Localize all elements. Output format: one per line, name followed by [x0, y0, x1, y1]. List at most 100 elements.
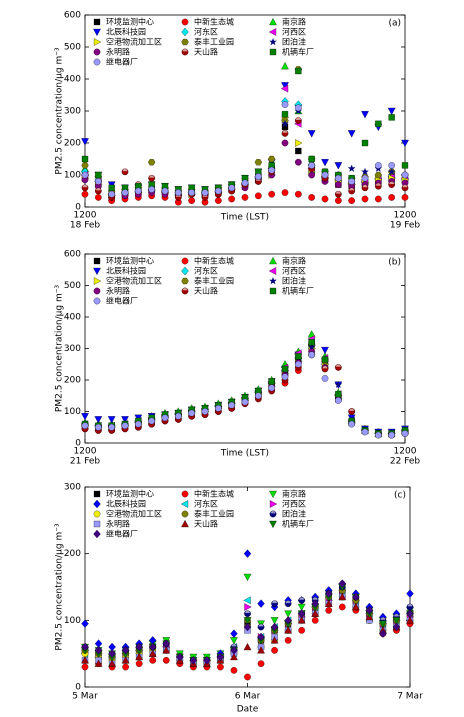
y-tick-label: 200 — [64, 139, 81, 149]
marker-highlight — [380, 617, 386, 620]
marker — [281, 111, 289, 118]
marker — [311, 599, 319, 608]
marker — [216, 652, 225, 662]
y-tick-label: 100 — [64, 407, 81, 417]
marker — [401, 171, 409, 179]
marker — [297, 609, 306, 618]
legend-marker — [269, 287, 277, 295]
marker — [243, 573, 252, 582]
marker — [94, 423, 102, 431]
marker — [94, 659, 103, 667]
marker — [255, 387, 262, 395]
marker — [321, 346, 329, 355]
marker — [308, 194, 316, 201]
marker — [406, 609, 414, 618]
marker — [307, 342, 316, 351]
marker-highlight — [407, 604, 413, 607]
y-tick-label: 600 — [64, 11, 81, 21]
marker — [388, 114, 395, 121]
legend-label: 北辰科技园 — [106, 27, 146, 37]
marker — [257, 660, 265, 667]
marker — [295, 139, 303, 147]
marker-highlight — [285, 600, 291, 604]
legend-label: 空港物流加工区 — [106, 276, 162, 286]
x-axis-label: Date — [237, 705, 259, 715]
marker-highlight — [335, 191, 341, 194]
marker — [255, 168, 262, 175]
legend-label: 天山路 — [194, 286, 218, 296]
marker — [108, 423, 116, 431]
marker — [268, 190, 276, 198]
marker — [348, 420, 356, 428]
marker — [334, 181, 342, 188]
legend-label: 天山路 — [194, 47, 218, 57]
legend-label: 河西区 — [282, 27, 306, 37]
marker — [121, 422, 129, 429]
y-tick-label: 200 — [64, 376, 81, 386]
marker — [308, 162, 316, 169]
legend-label: 河西区 — [282, 266, 306, 276]
marker — [188, 189, 196, 196]
marker — [392, 622, 401, 632]
marker — [108, 659, 116, 667]
marker — [401, 430, 409, 437]
marker — [374, 171, 383, 179]
y-tick-label: 600 — [64, 250, 81, 260]
legend-label: 中新生态城 — [194, 17, 234, 27]
marker — [243, 622, 252, 632]
marker — [254, 173, 262, 180]
marker — [148, 186, 156, 193]
legend-marker — [269, 48, 277, 56]
marker-highlight — [231, 644, 237, 647]
marker — [334, 397, 342, 404]
marker — [347, 130, 356, 138]
x-tick-label: 6 Mar — [235, 692, 261, 702]
marker — [241, 398, 249, 406]
marker-highlight — [245, 610, 250, 614]
legend-marker — [93, 520, 101, 528]
marker — [324, 599, 333, 607]
marker — [298, 627, 306, 634]
marker — [214, 197, 222, 204]
legend-label: 北辰科技园 — [106, 499, 146, 509]
legend-marker — [181, 277, 189, 285]
marker — [294, 158, 302, 166]
marker — [387, 167, 396, 175]
y-axis-label: PM2.5 concentration/μg m⁻³ — [55, 523, 65, 651]
marker — [81, 413, 89, 421]
legend-label: 泰丰工业园 — [194, 509, 234, 519]
marker — [81, 138, 89, 146]
marker — [134, 187, 142, 195]
legend-label: 泰丰工业园 — [194, 37, 234, 47]
legend-label: 中新生态城 — [194, 256, 234, 266]
marker — [122, 663, 129, 671]
marker — [94, 416, 103, 424]
marker — [94, 646, 103, 655]
marker — [81, 663, 89, 671]
legend-label: 天山路 — [194, 519, 218, 529]
marker — [108, 190, 116, 198]
marker — [162, 657, 170, 664]
marker — [270, 617, 279, 625]
y-tick-label: 400 — [64, 313, 81, 323]
marker — [214, 187, 222, 195]
marker — [311, 617, 319, 624]
marker — [280, 84, 289, 93]
marker — [241, 394, 249, 401]
legend-marker — [181, 519, 189, 528]
legend-marker — [269, 256, 277, 265]
marker-highlight — [394, 614, 399, 617]
marker — [281, 119, 289, 127]
marker — [308, 155, 315, 163]
marker — [243, 596, 251, 605]
marker-highlight — [95, 188, 101, 191]
legend-marker — [181, 18, 189, 26]
legend-marker — [93, 510, 101, 518]
marker — [148, 417, 156, 425]
marker — [108, 184, 115, 191]
marker — [188, 197, 196, 204]
marker — [388, 431, 396, 439]
x-tick-label: 7 Mar — [397, 692, 423, 702]
legend-marker — [181, 510, 189, 518]
x-tick-label: 19 Feb — [390, 221, 421, 231]
